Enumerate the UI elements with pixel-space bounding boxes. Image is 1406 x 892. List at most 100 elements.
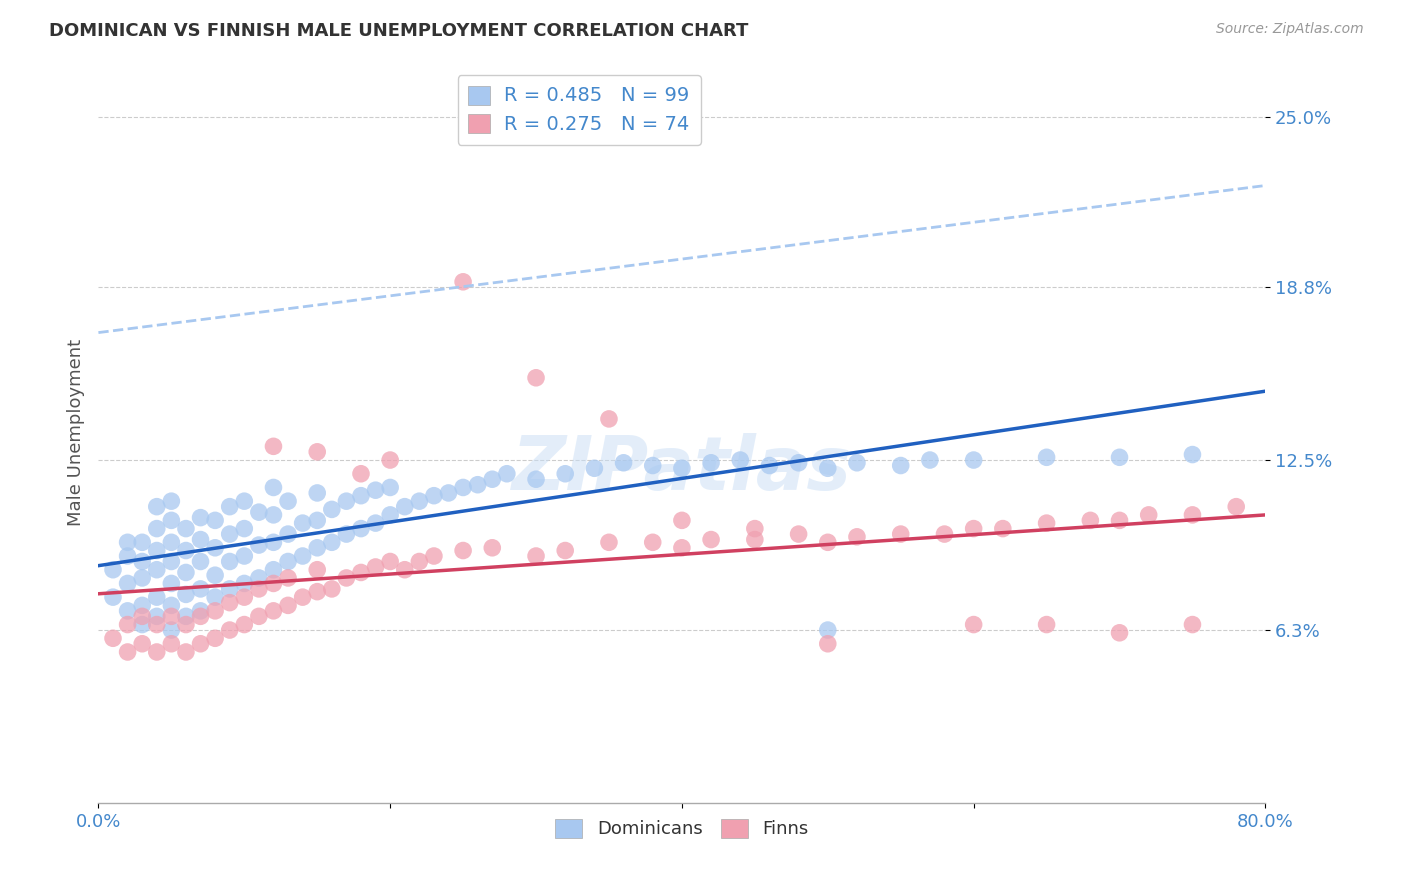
Point: [101, 632, 124, 646]
Point: [787, 527, 810, 541]
Point: [496, 467, 519, 481]
Point: [131, 535, 153, 549]
Point: [307, 513, 329, 527]
Point: [233, 590, 256, 604]
Point: [641, 458, 664, 473]
Point: [160, 554, 183, 568]
Point: [568, 119, 591, 133]
Point: [1035, 450, 1057, 465]
Point: [451, 275, 474, 289]
Point: [160, 494, 183, 508]
Point: [380, 554, 402, 568]
Point: [262, 576, 284, 591]
Point: [291, 590, 314, 604]
Point: [1137, 508, 1160, 522]
Point: [277, 571, 299, 585]
Point: [174, 645, 197, 659]
Point: [218, 500, 240, 514]
Point: [1225, 500, 1247, 514]
Point: [307, 563, 329, 577]
Point: [218, 554, 240, 568]
Point: [117, 535, 139, 549]
Point: [262, 439, 284, 453]
Point: [247, 609, 270, 624]
Point: [787, 456, 810, 470]
Point: [481, 541, 503, 555]
Point: [817, 535, 839, 549]
Point: [583, 461, 606, 475]
Point: [612, 456, 634, 470]
Point: [160, 599, 183, 613]
Point: [101, 563, 124, 577]
Point: [247, 582, 270, 596]
Point: [131, 609, 153, 624]
Point: [846, 456, 869, 470]
Point: [131, 637, 153, 651]
Point: [291, 549, 314, 563]
Point: [190, 533, 212, 547]
Point: [598, 412, 620, 426]
Point: [451, 543, 474, 558]
Point: [1181, 448, 1204, 462]
Point: [131, 554, 153, 568]
Point: [364, 483, 387, 498]
Point: [174, 587, 197, 601]
Point: [321, 535, 343, 549]
Point: [233, 576, 256, 591]
Point: [131, 599, 153, 613]
Point: [1181, 508, 1204, 522]
Point: [291, 516, 314, 530]
Point: [451, 480, 474, 494]
Point: [962, 453, 984, 467]
Point: [190, 554, 212, 568]
Point: [277, 599, 299, 613]
Point: [262, 480, 284, 494]
Point: [247, 505, 270, 519]
Point: [160, 576, 183, 591]
Point: [423, 549, 446, 563]
Point: [307, 445, 329, 459]
Point: [131, 571, 153, 585]
Point: [408, 494, 430, 508]
Point: [817, 623, 839, 637]
Point: [918, 453, 941, 467]
Point: [190, 604, 212, 618]
Point: [321, 502, 343, 516]
Point: [160, 513, 183, 527]
Point: [1108, 450, 1130, 465]
Point: [262, 604, 284, 618]
Point: [817, 461, 839, 475]
Point: [321, 582, 343, 596]
Point: [146, 522, 169, 536]
Point: [364, 516, 387, 530]
Point: [174, 609, 197, 624]
Point: [277, 494, 299, 508]
Point: [394, 500, 416, 514]
Text: Source: ZipAtlas.com: Source: ZipAtlas.com: [1216, 22, 1364, 37]
Point: [218, 582, 240, 596]
Point: [350, 467, 373, 481]
Point: [190, 637, 212, 651]
Point: [262, 535, 284, 549]
Point: [190, 510, 212, 524]
Point: [233, 617, 256, 632]
Point: [364, 560, 387, 574]
Point: [1080, 513, 1102, 527]
Point: [846, 530, 869, 544]
Point: [146, 609, 169, 624]
Point: [146, 500, 169, 514]
Point: [160, 609, 183, 624]
Point: [218, 527, 240, 541]
Point: [934, 527, 956, 541]
Point: [350, 522, 373, 536]
Point: [598, 535, 620, 549]
Point: [174, 617, 197, 632]
Point: [117, 549, 139, 563]
Point: [190, 582, 212, 596]
Point: [247, 538, 270, 552]
Point: [174, 543, 197, 558]
Text: ZIPatlas: ZIPatlas: [512, 434, 852, 506]
Point: [554, 543, 576, 558]
Point: [146, 617, 169, 632]
Point: [700, 533, 723, 547]
